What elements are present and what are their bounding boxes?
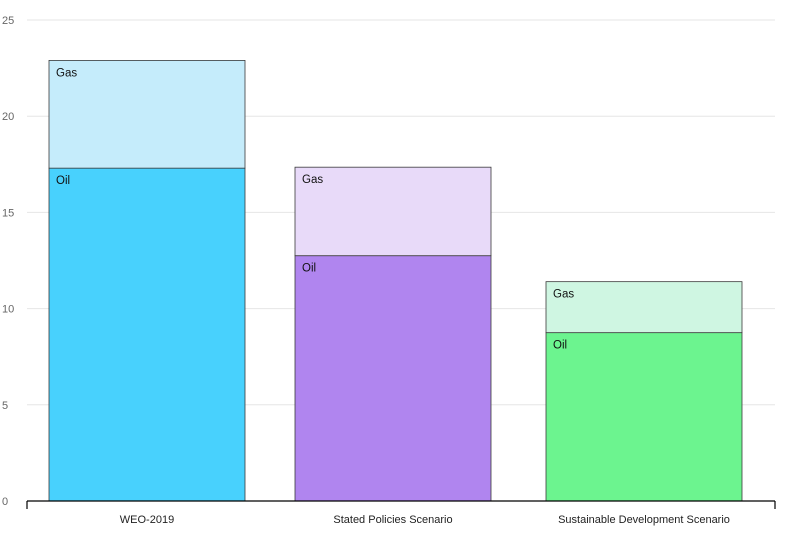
- x-category-label: Sustainable Development Scenario: [558, 514, 730, 526]
- x-axis: WEO-2019 Stated Policies Scenario Sustaina…: [26, 500, 776, 526]
- bar-segment-oil: [294, 255, 492, 502]
- y-tick-label: 25: [2, 15, 14, 27]
- bar-segment-gas: [545, 281, 743, 334]
- bars: Oil Gas Oil Gas Oil Gas: [48, 60, 743, 502]
- y-axis-ticks: 0 5 10 15 20 25: [2, 15, 14, 508]
- y-tick-label: 20: [2, 111, 14, 123]
- segment-label-gas: Gas: [553, 289, 574, 301]
- y-tick-label: 0: [2, 496, 8, 508]
- bar-segment-oil: [545, 332, 743, 502]
- y-tick-label: 10: [2, 304, 14, 316]
- x-category-label: Stated Policies Scenario: [333, 514, 452, 526]
- y-tick-label: 5: [2, 400, 8, 412]
- y-tick-label: 15: [2, 207, 14, 219]
- segment-label-gas: Gas: [302, 174, 323, 186]
- bar-segment-gas: [294, 166, 492, 257]
- segment-label-oil: Oil: [302, 263, 316, 275]
- x-category-label: WEO-2019: [120, 514, 174, 526]
- segment-label-oil: Oil: [56, 175, 70, 187]
- bar-segment-gas: [48, 60, 246, 169]
- segment-label-oil: Oil: [553, 340, 567, 352]
- segment-label-gas: Gas: [56, 67, 77, 79]
- bar-segment-oil: [48, 167, 246, 502]
